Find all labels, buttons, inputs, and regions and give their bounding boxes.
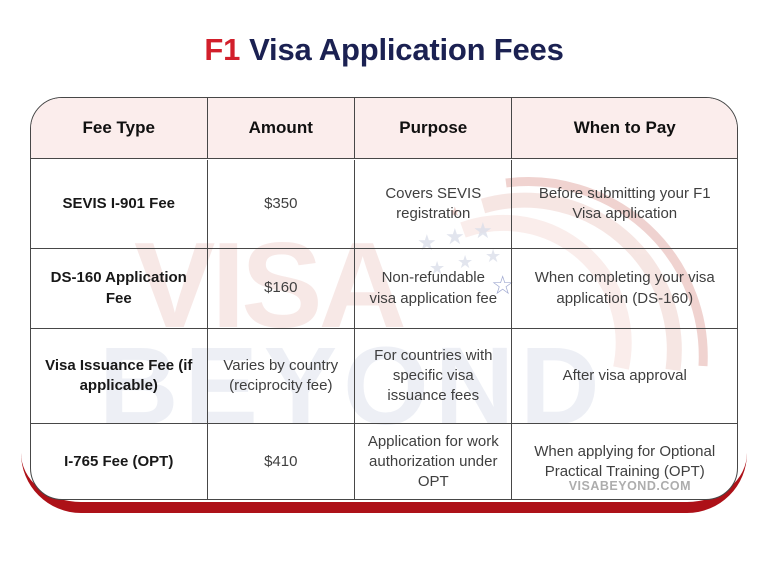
cell-amount: $350 — [208, 160, 356, 248]
cell-fee-type: Visa Issuance Fee (if applicable) — [31, 329, 208, 423]
title-accent: F1 — [204, 32, 241, 67]
cell-purpose: Covers SEVIS registration — [355, 160, 513, 248]
header-amount: Amount — [208, 98, 356, 158]
cell-when-to-pay: When applying for Optional Practical Tra… — [534, 442, 716, 480]
cell-purpose: Application for work authorization under… — [355, 424, 513, 499]
table-row-i765: I-765 Fee (OPT) $410 Application for wor… — [31, 424, 737, 499]
table-body: SEVIS I-901 Fee $350 Covers SEVIS regist… — [31, 160, 737, 499]
table-row-issuance: Visa Issuance Fee (if applicable) Varies… — [31, 329, 737, 424]
header-fee-type: Fee Type — [31, 98, 208, 158]
cell-fee-type: I-765 Fee (OPT) — [31, 424, 208, 499]
cell-purpose: For countries with specific visa issuanc… — [355, 329, 513, 423]
header-when-to-pay: When to Pay — [573, 118, 676, 137]
table-row-ds160: DS-160 Application Fee $160 Non-refundab… — [31, 249, 737, 329]
header-purpose: Purpose — [355, 98, 513, 158]
fees-table-card: VISA BEYOND ★ ★ ★ ★ ★ ★ ★ ☆ — [30, 97, 738, 500]
cell-when-to-pay: When completing your visa application (D… — [534, 269, 715, 307]
cell-amount: Varies by country (reciprocity fee) — [208, 329, 356, 423]
website-label: VISABEYOND.COM — [568, 479, 691, 493]
cell-fee-type: SEVIS I-901 Fee — [31, 160, 208, 248]
cell-when-to-pay: Before submitting your F1 Visa applicati… — [538, 184, 711, 222]
table-row-sevis: SEVIS I-901 Fee $350 Covers SEVIS regist… — [31, 160, 737, 249]
title-rest: Visa Application Fees — [249, 32, 564, 67]
page-title: F1 Visa Application Fees — [0, 32, 768, 68]
cell-amount: $160 — [208, 249, 356, 328]
cell-fee-type: DS-160 Application Fee — [31, 249, 208, 328]
cell-when-to-pay: After visa approval — [562, 366, 687, 384]
cell-purpose: Non-refundable visa application fee — [355, 249, 513, 328]
cell-amount: $410 — [208, 424, 356, 499]
table-header-row: Fee Type Amount Purpose When to Pay — [31, 98, 737, 159]
red-swoosh-decoration — [21, 97, 747, 513]
